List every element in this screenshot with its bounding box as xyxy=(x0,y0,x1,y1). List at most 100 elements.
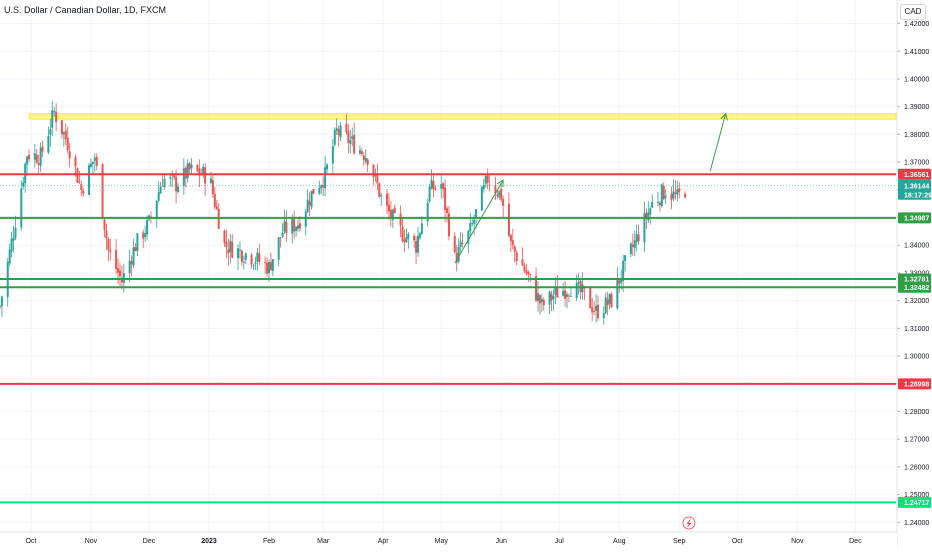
candle-body xyxy=(64,130,67,140)
current-price-box xyxy=(898,179,931,200)
candle-body xyxy=(322,185,325,188)
trend-arrowhead xyxy=(496,179,504,188)
candle-body xyxy=(645,213,648,219)
candle-body xyxy=(264,262,267,263)
price-tick-label: 1.39000 xyxy=(904,104,929,111)
candle-body xyxy=(407,233,410,239)
candle-body xyxy=(376,174,379,184)
candle-body xyxy=(426,203,429,222)
price-tick-label: 1.41000 xyxy=(904,49,929,56)
level-price-label-bg xyxy=(898,496,931,508)
candle-body xyxy=(202,166,205,176)
candle-body xyxy=(33,153,36,160)
candle-body xyxy=(295,227,298,231)
candle-body xyxy=(469,223,472,232)
candle-body xyxy=(10,238,13,252)
candle-body xyxy=(488,184,491,186)
time-tick-label: Sep xyxy=(673,538,686,545)
candle-body xyxy=(182,168,185,187)
candle-body xyxy=(575,282,578,299)
level-price-label: 1.32781 xyxy=(904,276,929,283)
candle-body xyxy=(637,234,640,242)
candle-body xyxy=(136,233,139,251)
candle-body xyxy=(459,241,462,247)
candle-body xyxy=(229,240,232,253)
symbol-title[interactable]: U.S. Dollar / Canadian Dollar, 1D, FXCM xyxy=(4,5,167,15)
candle-body xyxy=(107,238,110,251)
candle-body xyxy=(60,120,63,135)
candle-body xyxy=(173,175,176,178)
candle-body xyxy=(494,185,497,194)
candle-body xyxy=(281,232,284,237)
candle-body xyxy=(0,296,3,307)
candle-body xyxy=(55,111,58,123)
time-tick-label: Nov xyxy=(791,538,804,545)
candle-body xyxy=(649,208,652,215)
candle-body xyxy=(658,202,661,206)
candle-body xyxy=(447,213,450,237)
candle-body xyxy=(608,294,611,304)
trend-line[interactable] xyxy=(709,113,727,172)
candle-body xyxy=(238,249,241,251)
time-tick-label: Jul xyxy=(555,538,564,545)
candle-body xyxy=(513,246,516,252)
candle-body xyxy=(109,250,112,252)
price-tick-label: 1.38000 xyxy=(904,132,929,139)
candle-body xyxy=(446,208,449,213)
time-axis[interactable]: Oct Nov Dec 2023 Feb Mar Apr May Jun Jul Aug Sep Oct… xyxy=(0,531,897,550)
currency-button[interactable]: CAD xyxy=(900,4,926,20)
candle-body xyxy=(538,295,541,304)
resistance-zone[interactable] xyxy=(28,113,897,120)
horizontal-levels[interactable] xyxy=(0,173,896,504)
candle-body xyxy=(500,188,503,200)
candle-body xyxy=(312,188,315,194)
candle-body xyxy=(386,193,389,206)
candle-body xyxy=(399,213,402,226)
candle-body xyxy=(684,193,687,198)
candle-body xyxy=(564,290,567,299)
candle-body xyxy=(277,237,280,260)
candle-body xyxy=(76,168,79,183)
candle-body xyxy=(351,136,354,140)
candle-body xyxy=(293,217,296,232)
candle-body xyxy=(622,260,625,281)
candle-body xyxy=(387,204,390,212)
trend-arrows[interactable] xyxy=(454,112,728,264)
candle-body xyxy=(393,207,396,213)
candle-body xyxy=(283,221,286,232)
candle-body xyxy=(74,157,77,167)
candle-body xyxy=(256,252,259,262)
time-tick-label: Dec xyxy=(849,538,862,545)
candle-body xyxy=(132,247,135,266)
candle-body xyxy=(333,129,336,145)
candle-body xyxy=(467,230,470,244)
candle-body xyxy=(217,208,220,229)
resistance-zone-rect xyxy=(28,113,897,120)
candle-body xyxy=(660,184,663,206)
price-tick-label: 1.31000 xyxy=(904,326,929,333)
candle-body xyxy=(440,184,443,189)
candle-body xyxy=(308,201,311,206)
candle-body xyxy=(171,175,174,176)
time-tick-label: Jun xyxy=(496,538,507,545)
candle-body xyxy=(250,254,253,265)
candle-body xyxy=(41,146,44,152)
candle-body xyxy=(618,280,621,285)
candle-body xyxy=(120,277,123,283)
candle-body xyxy=(364,157,367,162)
candle-body xyxy=(509,234,512,242)
level-price-label-bg xyxy=(898,168,931,180)
candle-body xyxy=(353,135,356,154)
trend-line[interactable] xyxy=(454,179,504,264)
candle-body xyxy=(318,188,321,194)
level-price-label: 1.36561 xyxy=(904,172,929,179)
candle-body xyxy=(434,187,437,189)
candlestick-series xyxy=(0,100,687,325)
candle-body xyxy=(591,307,594,313)
candle-body xyxy=(550,293,553,301)
candle-body xyxy=(159,186,162,194)
candle-body xyxy=(95,156,98,166)
candle-body xyxy=(213,193,216,207)
